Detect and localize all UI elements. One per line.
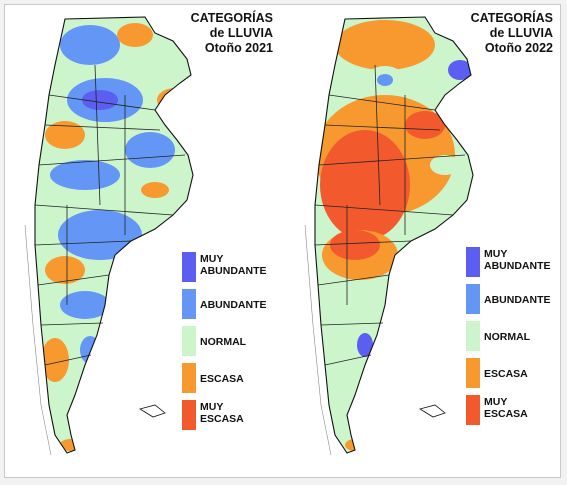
legend-item-muy-abundante: MUY ABUNDANTE	[182, 250, 282, 287]
title-line-2: de LLUVIA	[489, 26, 553, 40]
title-line-1: CATEGORÍAS	[190, 11, 273, 25]
title-line-2: de LLUVIA	[209, 26, 273, 40]
figure-frame: CATEGORÍAS de LLUVIA Otoño 2021 MUY ABUN…	[4, 4, 561, 478]
legend-item-normal: NORMAL	[466, 319, 566, 356]
legend-item-escasa: ESCASA	[182, 361, 282, 398]
title-line-3: Otoño 2022	[484, 41, 553, 55]
legend-item-muy-escasa: MUY ESCASA	[466, 393, 566, 430]
title-line-1: CATEGORÍAS	[470, 11, 553, 25]
map-title: CATEGORÍAS de LLUVIA Otoño 2022	[471, 11, 553, 56]
legend-label: ESCASA	[484, 368, 528, 380]
legend-label: MUY ESCASA	[200, 401, 244, 425]
map-panel-2022: CATEGORÍAS de LLUVIA Otoño 2022 MUY ABUN…	[285, 5, 561, 477]
legend-swatch	[182, 363, 196, 393]
legend-label: MUY ABUNDANTE	[484, 248, 551, 272]
legend-swatch	[466, 284, 480, 314]
legend-label: NORMAL	[200, 336, 247, 348]
legend-label: NORMAL	[484, 331, 531, 343]
legend: MUY ABUNDANTE ABUNDANTE NORMAL ESCASA MU…	[182, 250, 282, 435]
legend-swatch	[182, 252, 196, 282]
legend-item-abundante: ABUNDANTE	[466, 282, 566, 319]
legend-swatch	[466, 358, 480, 388]
legend-swatch	[182, 289, 196, 319]
title-line-3: Otoño 2021	[204, 41, 273, 55]
map-panel-2021: CATEGORÍAS de LLUVIA Otoño 2021 MUY ABUN…	[5, 5, 281, 477]
legend-swatch	[466, 321, 480, 351]
legend-label: ABUNDANTE	[200, 299, 267, 311]
legend-swatch	[466, 247, 480, 277]
legend-swatch	[182, 326, 196, 356]
legend-swatch	[466, 395, 480, 425]
legend-item-muy-abundante: MUY ABUNDANTE	[466, 245, 566, 282]
legend-item-muy-escasa: MUY ESCASA	[182, 398, 282, 435]
legend-item-abundante: ABUNDANTE	[182, 287, 282, 324]
argentina-rain-map-2022	[304, 16, 474, 456]
map-title: CATEGORÍAS de LLUVIA Otoño 2021	[191, 11, 273, 56]
legend-item-normal: NORMAL	[182, 324, 282, 361]
legend-label: MUY ESCASA	[484, 396, 528, 420]
legend-label: ESCASA	[200, 373, 244, 385]
legend-item-escasa: ESCASA	[466, 356, 566, 393]
argentina-rain-map-2021	[24, 16, 194, 456]
legend-label: MUY ABUNDANTE	[200, 253, 267, 277]
legend-label: ABUNDANTE	[484, 294, 551, 306]
legend-swatch	[182, 400, 196, 430]
legend: MUY ABUNDANTE ABUNDANTE NORMAL ESCASA MU…	[466, 245, 566, 430]
